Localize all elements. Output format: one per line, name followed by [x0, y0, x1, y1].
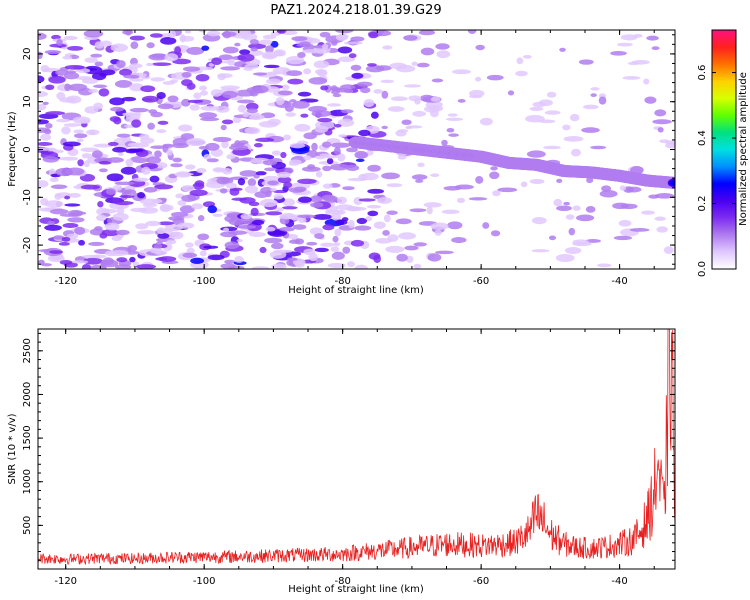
- colorbar-tick-label: 0.2: [697, 196, 708, 212]
- x-tick-label: -80: [334, 276, 350, 287]
- y-tick-label: 10: [22, 95, 33, 108]
- spectrogram-y-axis: -20 -10 0 10 20: [22, 34, 675, 265]
- chart-title: PAZ1.2024.218.01.39.G29: [270, 3, 441, 18]
- x-tick-label: -40: [611, 276, 627, 287]
- x-tick-label: -120: [54, 576, 77, 587]
- x-tick-label: -60: [473, 576, 489, 587]
- colorbar-gradient: [711, 29, 737, 270]
- x-tick-label: -80: [334, 576, 350, 587]
- colorbar: 0.0 0.2 0.4 0.6 Normalized spectral amplitu…: [697, 29, 749, 277]
- snr-panel: -120 -100 -80 -60 -40 500 1000 1500 2000 2500 He…: [7, 328, 676, 595]
- x-tick-label: -100: [193, 576, 216, 587]
- y-tick-label: 20: [22, 48, 33, 61]
- snr-frame: [37, 328, 676, 570]
- spectrogram-x-axis: -120 -100 -80 -60 -40: [54, 30, 655, 287]
- x-tick-label: -100: [193, 276, 216, 287]
- y-tick-label: 1000: [22, 469, 33, 494]
- x-tick-label: -60: [473, 276, 489, 287]
- x-tick-label: -40: [611, 576, 627, 587]
- snr-x-axis: -120 -100 -80 -60 -40: [54, 329, 655, 587]
- y-tick-label: -10: [22, 189, 33, 205]
- snr-y-axis: 500 1000 1500 2000 2500: [22, 332, 675, 561]
- spectrogram-y-label: Frequency (Hz): [7, 111, 18, 187]
- snr-x-label: Height of straight line (km): [288, 584, 424, 595]
- y-tick-label: 500: [22, 516, 33, 535]
- snr-series-line: [38, 329, 675, 566]
- colorbar-ticks: 0.0 0.2 0.4 0.6: [697, 65, 736, 277]
- y-tick-label: 2500: [22, 338, 33, 363]
- spectrogram-heatmap: [38, 30, 675, 269]
- colorbar-tick-label: 0.6: [697, 65, 708, 81]
- y-tick-label: 0: [22, 146, 33, 152]
- y-tick-label: 2000: [22, 382, 33, 407]
- colorbar-label: Normalized spectral amplitude: [738, 72, 749, 226]
- colorbar-tick-label: 0.0: [697, 261, 708, 277]
- colorbar-tick-label: 0.4: [697, 130, 708, 146]
- y-tick-label: 1500: [22, 425, 33, 450]
- y-tick-label: -20: [22, 237, 33, 253]
- x-tick-label: -120: [54, 276, 77, 287]
- snr-y-label: SNR (10 * v/v): [7, 413, 18, 484]
- spectrogram-x-label: Height of straight line (km): [288, 285, 424, 296]
